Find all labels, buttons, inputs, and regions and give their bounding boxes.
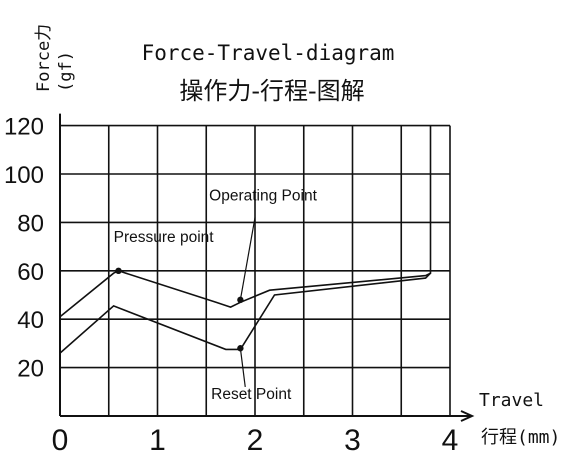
y-tick-label: 20 <box>17 356 44 383</box>
y-axis-unit: (gf) <box>56 51 76 92</box>
y-tick-labels: 20 40 60 80 100 120 <box>4 114 44 383</box>
annotations: Pressure point Operating Point Reset Point <box>114 188 318 403</box>
y-axis-label: Force力 <box>34 24 54 92</box>
y-tick-label: 100 <box>4 162 44 189</box>
y-tick-label: 80 <box>17 210 44 237</box>
axes <box>59 113 475 422</box>
chart-subtitle: 操作力-行程-图解 <box>179 77 364 105</box>
x-tick-labels: 0 1 2 3 4 <box>52 424 459 457</box>
y-tick-label: 120 <box>4 114 44 141</box>
pressure-point-label: Pressure point <box>114 229 215 246</box>
pressure-point-marker <box>115 267 122 274</box>
x-tick-label: 3 <box>344 424 361 457</box>
operating-force-curve <box>59 125 432 318</box>
reset-point-marker <box>237 345 244 352</box>
x-tick-label: 2 <box>247 424 264 457</box>
y-tick-label: 40 <box>17 307 44 334</box>
chart-title: Force-Travel-diagram <box>142 41 395 65</box>
operating-point-leader <box>239 217 256 300</box>
y-tick-label: 60 <box>17 259 44 286</box>
reset-point-leader <box>239 348 246 388</box>
gridlines <box>60 124 451 416</box>
x-tick-label: 0 <box>52 424 69 457</box>
x-axis-arrow <box>460 410 475 422</box>
x-tick-label: 1 <box>149 424 166 457</box>
x-axis-label: Travel <box>479 390 544 411</box>
operating-point-label: Operating Point <box>209 188 317 205</box>
reset-point-label: Reset Point <box>211 386 292 403</box>
reset-force-curve <box>59 272 432 354</box>
x-axis-label-cn: 行程(mm) <box>481 427 560 448</box>
x-tick-label: 4 <box>442 424 459 457</box>
operating-point-marker <box>237 296 244 304</box>
